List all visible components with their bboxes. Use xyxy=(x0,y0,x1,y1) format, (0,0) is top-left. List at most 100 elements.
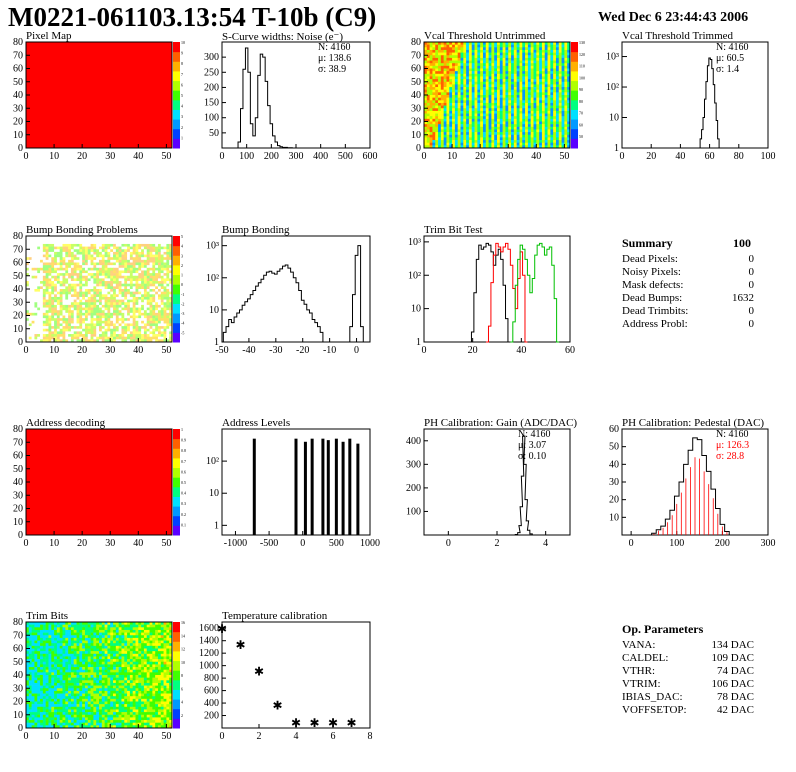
bump-problems-cell xyxy=(45,294,49,298)
vcal-untrimmed-cell xyxy=(488,89,492,93)
bump-problems-cell xyxy=(26,318,30,322)
bump-problems-cell xyxy=(166,334,170,337)
vcal-untrimmed-cell xyxy=(567,142,571,146)
bump-problems-cell xyxy=(79,267,83,271)
trim-bits-cell xyxy=(51,629,55,633)
bump-problems-cell xyxy=(45,267,49,271)
vcal-untrimmed-cell xyxy=(511,89,515,93)
trim-bit-test-x-tick-label: 20 xyxy=(468,345,478,356)
vcal-untrimmed-cell xyxy=(449,60,453,64)
bump-problems-cell xyxy=(135,265,139,269)
vcal-untrimmed-cell xyxy=(499,52,503,56)
bump-problems-cell xyxy=(146,318,150,322)
bump-problems-cell xyxy=(26,323,30,327)
bump-problems-cell xyxy=(51,259,55,263)
vcal-untrimmed-cell xyxy=(429,57,433,61)
bump-problems-cell xyxy=(62,315,66,319)
vcal-untrimmed-cell xyxy=(553,137,557,141)
bump-problems-cell xyxy=(104,310,108,314)
vcal-untrimmed-cell xyxy=(440,87,444,90)
bump-problems-cell xyxy=(87,236,91,239)
vcal-untrimmed-cell xyxy=(533,52,537,56)
bump-problems-cell xyxy=(146,334,150,337)
vcal-untrimmed-cell xyxy=(527,129,531,133)
vcal-untrimmed-cell xyxy=(513,118,517,122)
vcal-untrimmed-cell xyxy=(438,65,442,69)
bump-problems-cell xyxy=(59,323,63,327)
vcal-untrimmed-cell xyxy=(508,121,512,125)
bump-problems-cell xyxy=(82,331,86,335)
bump-problems-cell xyxy=(157,299,162,303)
vcal-trimmed-y-tick-label: 10 xyxy=(609,113,619,124)
vcal-untrimmed-cell xyxy=(499,100,503,104)
trim-bits-cell xyxy=(113,622,117,625)
bump-problems-cell xyxy=(124,286,128,290)
bump-problems-cell xyxy=(79,236,83,239)
bump-problems-cell xyxy=(127,328,131,332)
bump-problems-cell xyxy=(90,310,94,314)
vcal-untrimmed-cell xyxy=(471,129,475,133)
bump-problems-cell xyxy=(129,320,133,324)
vcal-untrimmed-cell xyxy=(525,142,529,146)
bump-problems-cell xyxy=(28,326,32,330)
vcal-untrimmed-cell xyxy=(424,79,428,83)
vcal-untrimmed-cell xyxy=(429,134,433,138)
vcal-untrimmed-cell xyxy=(553,71,557,75)
bump-problems-cell xyxy=(45,326,49,330)
bump-problems-cell xyxy=(82,273,86,277)
vcal-untrimmed-cell xyxy=(564,52,568,56)
vcal-untrimmed-cell xyxy=(502,129,506,133)
vcal-untrimmed-cell xyxy=(511,137,515,141)
vcal-untrimmed-cell xyxy=(499,42,503,45)
bump-problems-cell xyxy=(99,267,103,271)
vcal-untrimmed-cell xyxy=(494,79,498,83)
bump-problems-cell xyxy=(87,262,91,266)
vcal-untrimmed-cell xyxy=(541,73,546,77)
bump-problems-cell xyxy=(87,259,91,263)
bump-problems-cell xyxy=(124,296,128,300)
bump-problems-cell xyxy=(115,320,119,324)
bump-problems-cell xyxy=(141,320,145,324)
bump-problems-cell xyxy=(152,302,156,306)
vcal-untrimmed-cell xyxy=(438,108,442,112)
bump-problems-cell xyxy=(34,336,38,340)
bump-problems-cell xyxy=(62,283,66,287)
bump-problems-cell xyxy=(70,312,75,316)
vcal-untrimmed-cell xyxy=(527,81,531,85)
vcal-untrimmed-cell xyxy=(527,65,531,69)
vcal-untrimmed-cell xyxy=(550,137,554,141)
bump-problems-cell xyxy=(96,296,100,300)
vcal-untrimmed-cell xyxy=(499,84,503,88)
bump-problems-cell xyxy=(132,320,136,324)
vcal-untrimmed-cell xyxy=(424,89,428,93)
vcal-untrimmed-cell xyxy=(449,113,453,117)
vcal-untrimmed-cell xyxy=(466,102,470,106)
vcal-untrimmed-cell xyxy=(474,113,478,117)
vcal-untrimmed-cell xyxy=(519,47,523,51)
pixel-map-y-tick-label: 0 xyxy=(18,143,23,154)
trim-bits-cell xyxy=(40,632,44,636)
vcal-untrimmed-cell xyxy=(541,102,546,106)
bump-problems-cell xyxy=(56,238,60,242)
bump-problems-cell xyxy=(34,318,38,322)
vcal-untrimmed-cell xyxy=(443,142,447,146)
vcal-untrimmed-cell xyxy=(460,97,464,101)
bump-problems-cell xyxy=(152,236,156,239)
bump-problems-cell xyxy=(152,286,156,290)
trim-bits-cell xyxy=(84,629,89,633)
vcal-untrimmed-cell xyxy=(497,110,501,114)
vcal-untrimmed-cell xyxy=(508,65,512,69)
bump-problems-cell xyxy=(82,278,86,282)
vcal-untrimmed-cell xyxy=(474,132,478,136)
vcal-untrimmed-cell xyxy=(561,108,565,112)
bump-problems-cell xyxy=(166,320,170,324)
vcal-untrimmed-cell xyxy=(561,71,565,75)
vcal-untrimmed-cell xyxy=(438,145,442,149)
vcal-untrimmed-cell xyxy=(466,129,470,133)
bump-problems-cell xyxy=(118,312,122,316)
vcal-untrimmed-cell xyxy=(513,49,517,53)
vcal-untrimmed-cell xyxy=(443,79,447,83)
address-decoding-title: Address decoding xyxy=(26,417,106,429)
bump-problems-cell xyxy=(143,246,148,250)
bump-problems-cell xyxy=(107,312,111,316)
